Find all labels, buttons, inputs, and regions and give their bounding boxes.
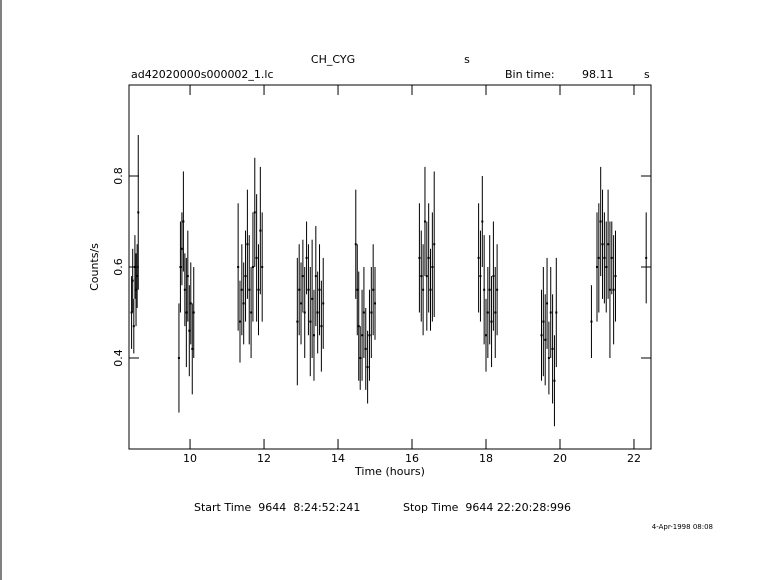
date-stamp: 4-Apr-1998 08:08 [652,523,713,531]
x-tick-label: 12 [257,452,271,465]
x-tick-label: 22 [627,452,641,465]
y-tick-label: 0.8 [112,167,125,185]
x-tick-label: 10 [183,452,197,465]
y-tick-label: 0.4 [112,349,125,367]
x-axis-label: Time (hours) [354,465,425,478]
start-time: Start Time 9644 8:24:52:241 [194,501,360,514]
y-tick-label: 0.6 [112,258,125,276]
x-tick-label: 18 [479,452,493,465]
x-tick-label: 20 [553,452,567,465]
file-name: ad42020000s000002_1.lc [131,68,274,81]
x-tick-label: 16 [405,452,419,465]
plot-frame [128,84,652,450]
stop-time: Stop Time 9644 22:20:28:996 [403,501,571,514]
x-tick-label: 14 [331,452,345,465]
y-axis-label: Counts/s [88,243,101,291]
bin-time: 98.11 [582,68,614,81]
bin-time-unit: s [644,68,650,81]
title-unit: s [464,53,470,66]
chart-title: CH_CYG [311,53,355,66]
bin-time-label: Bin time: [505,68,555,81]
